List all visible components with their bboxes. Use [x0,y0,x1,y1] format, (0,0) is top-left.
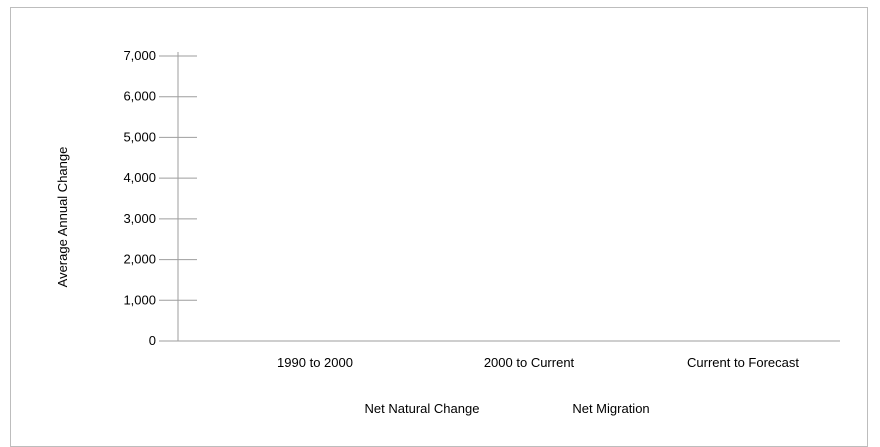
bar-chart: 0 1,000 2,000 3,000 4,000 5,000 6,000 7,000 199… [55,48,840,416]
y-tick-label: 7,000 [123,48,156,63]
y-tick-label: 1,000 [123,292,156,307]
x-axis: 1990 to 2000 2000 to Current Current to Fo… [168,340,840,370]
x-tick-label: 1990 to 2000 [277,355,353,370]
x-tick-label: 2000 to Current [484,355,575,370]
y-tick-label: 5,000 [123,129,156,144]
y-tick-label: 2,000 [123,252,156,267]
y-tick-label: 4,000 [123,170,156,185]
legend-item-label: Net Natural Change [365,401,480,416]
y-axis: 0 1,000 2,000 3,000 4,000 5,000 6,000 7,000 [123,48,197,348]
legend: Net Natural Change Net Migration [365,401,650,416]
x-tick-label: Current to Forecast [687,355,799,370]
y-tick-label: 6,000 [123,89,156,104]
y-tick-label: 0 [149,333,156,348]
legend-item-label: Net Migration [572,401,649,416]
y-axis-title: Average Annual Change [55,147,70,288]
y-tick-label: 3,000 [123,211,156,226]
